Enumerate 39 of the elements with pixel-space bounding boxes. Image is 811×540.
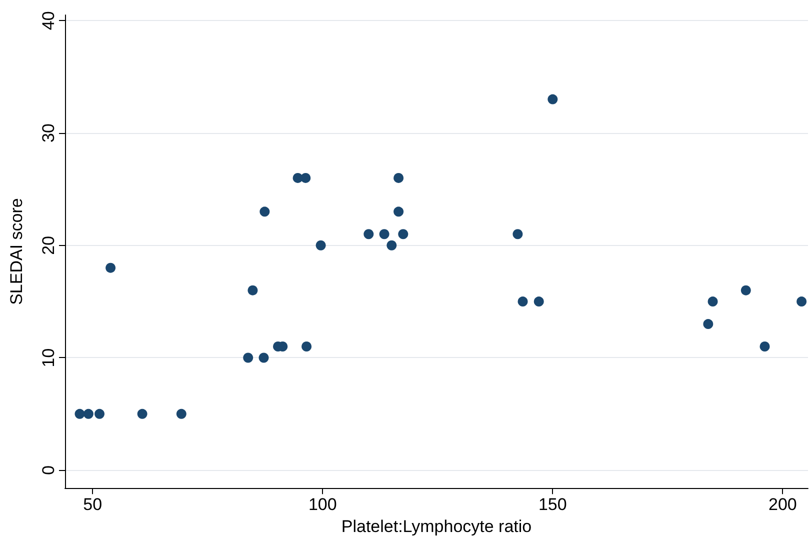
y-tick-label: 20 [39, 236, 58, 255]
point [243, 352, 254, 363]
point [703, 319, 714, 330]
y-axis-title: SLEDAI score [7, 198, 26, 305]
y-tick-label: 30 [39, 124, 58, 142]
point [708, 296, 718, 307]
point [176, 408, 186, 419]
x-tick-label: 50 [83, 495, 102, 514]
point [74, 408, 85, 419]
point [364, 229, 374, 240]
point [398, 229, 408, 240]
point [740, 285, 751, 296]
x-axis-title: Platelet:Lymphocyte ratio [341, 517, 532, 536]
x-tick-label: 100 [308, 495, 337, 514]
y-tick-label: 0 [39, 465, 58, 475]
point [760, 342, 770, 352]
point [83, 408, 94, 419]
point [316, 240, 326, 250]
y-tick-label: 10 [39, 348, 58, 368]
point [248, 285, 258, 296]
y-tick-label: 40 [39, 11, 58, 30]
point [548, 94, 558, 104]
point [379, 229, 390, 240]
point [796, 296, 807, 307]
point [518, 296, 528, 307]
point [300, 172, 311, 183]
point [386, 240, 397, 250]
point [137, 408, 148, 419]
point [94, 408, 105, 419]
point [394, 172, 404, 183]
point [302, 342, 312, 352]
point [260, 206, 270, 217]
point [106, 262, 116, 273]
point [534, 296, 544, 307]
point [258, 352, 269, 363]
point [512, 229, 523, 240]
x-tick-label: 200 [768, 495, 797, 514]
point [394, 206, 404, 217]
x-tick-label: 150 [538, 495, 567, 514]
